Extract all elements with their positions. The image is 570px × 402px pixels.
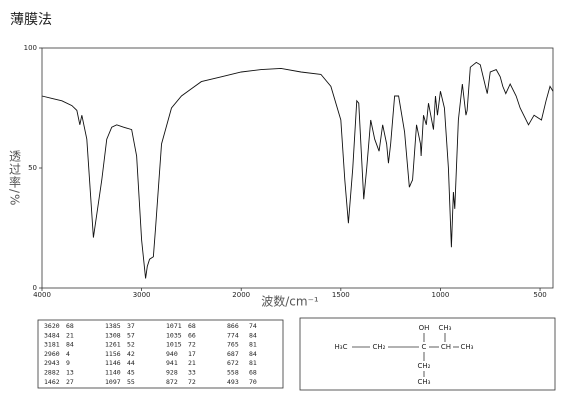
peak-transmittance: 9 [66, 359, 70, 367]
peak-wavenumber: 2882 [44, 369, 60, 377]
peak-transmittance: 13 [66, 369, 74, 377]
peak-wavenumber: 672 [227, 359, 239, 367]
peak-transmittance: 70 [249, 378, 257, 386]
structure-label: CH₃ [418, 378, 431, 386]
peak-transmittance: 68 [188, 322, 196, 330]
peak-transmittance: 74 [249, 322, 257, 330]
peak-wavenumber: 1156 [105, 350, 121, 358]
x-tick-label: 2000 [232, 291, 250, 299]
spectrum-line [41, 61, 554, 279]
peak-transmittance: 84 [249, 331, 257, 339]
peak-wavenumber: 928 [166, 369, 178, 377]
peak-wavenumber: 1261 [105, 341, 121, 349]
peak-transmittance: 21 [66, 331, 74, 339]
peak-transmittance: 42 [127, 350, 135, 358]
peak-transmittance: 84 [66, 341, 74, 349]
peak-wavenumber: 1071 [166, 322, 182, 330]
peak-transmittance: 33 [188, 369, 196, 377]
y-tick-label: 0 [33, 284, 37, 292]
peak-wavenumber: 493 [227, 378, 239, 386]
peak-wavenumber: 1035 [166, 331, 182, 339]
peak-transmittance: 21 [188, 359, 196, 367]
peak-transmittance: 27 [66, 378, 74, 386]
peak-wavenumber: 1146 [105, 359, 121, 367]
peak-transmittance: 84 [249, 350, 257, 358]
peak-transmittance: 72 [188, 341, 196, 349]
peak-wavenumber: 558 [227, 369, 239, 377]
peak-transmittance: 66 [188, 331, 196, 339]
peak-transmittance: 37 [127, 322, 135, 330]
x-tick-label: 3000 [133, 291, 151, 299]
x-axis-label: 波数/cm⁻¹ [261, 294, 319, 309]
structure-label: CH₃ [439, 324, 452, 332]
peak-transmittance: 81 [249, 359, 257, 367]
peak-transmittance: 17 [188, 350, 196, 358]
y-axis-label: 透过率/% [8, 150, 22, 207]
peak-wavenumber: 940 [166, 350, 178, 358]
peak-transmittance: 81 [249, 341, 257, 349]
peak-wavenumber: 3620 [44, 322, 60, 330]
y-tick-label: 50 [28, 164, 37, 172]
chart-title: 薄膜法 [10, 12, 52, 28]
peak-wavenumber: 3484 [44, 331, 60, 339]
structure-bonds [352, 333, 459, 377]
peak-wavenumber: 1308 [105, 331, 121, 339]
structure-label: CH [441, 343, 451, 351]
peak-transmittance: 57 [127, 331, 135, 339]
structure-label: CH₂ [373, 343, 386, 351]
structure-label: H₃C [335, 343, 348, 351]
peak-wavenumber: 866 [227, 322, 239, 330]
peak-wavenumber: 1385 [105, 322, 121, 330]
peak-transmittance: 4 [66, 350, 70, 358]
peak-wavenumber: 765 [227, 341, 239, 349]
peak-wavenumber: 2960 [44, 350, 60, 358]
structure-label: CH₂ [418, 362, 431, 370]
x-tick-label: 1000 [432, 291, 450, 299]
structure-frame [299, 317, 556, 391]
peak-wavenumber: 1097 [105, 378, 121, 386]
peak-wavenumber: 1015 [166, 341, 182, 349]
structure-label: C [422, 343, 427, 351]
y-tick-label: 100 [24, 44, 37, 52]
x-tick-label: 1500 [332, 291, 350, 299]
peak-wavenumber: 872 [166, 378, 178, 386]
peak-wavenumber: 687 [227, 350, 239, 358]
peak-wavenumber: 2943 [44, 359, 60, 367]
plot-frame [41, 47, 554, 289]
peak-table-frame [37, 319, 284, 389]
x-tick-label: 4000 [33, 291, 51, 299]
x-tick-label: 500 [533, 291, 546, 299]
peak-transmittance: 55 [127, 378, 135, 386]
peak-wavenumber: 3181 [44, 341, 60, 349]
structure-label: OH [419, 324, 430, 332]
peak-transmittance: 52 [127, 341, 135, 349]
peak-transmittance: 68 [249, 369, 257, 377]
peak-transmittance: 45 [127, 369, 135, 377]
peak-wavenumber: 1462 [44, 378, 60, 386]
peak-wavenumber: 1140 [105, 369, 121, 377]
peak-wavenumber: 774 [227, 331, 239, 339]
peak-transmittance: 44 [127, 359, 135, 367]
peak-transmittance: 68 [66, 322, 74, 330]
peak-wavenumber: 941 [166, 359, 178, 367]
peak-transmittance: 72 [188, 378, 196, 386]
structure-label: CH₃ [461, 343, 474, 351]
